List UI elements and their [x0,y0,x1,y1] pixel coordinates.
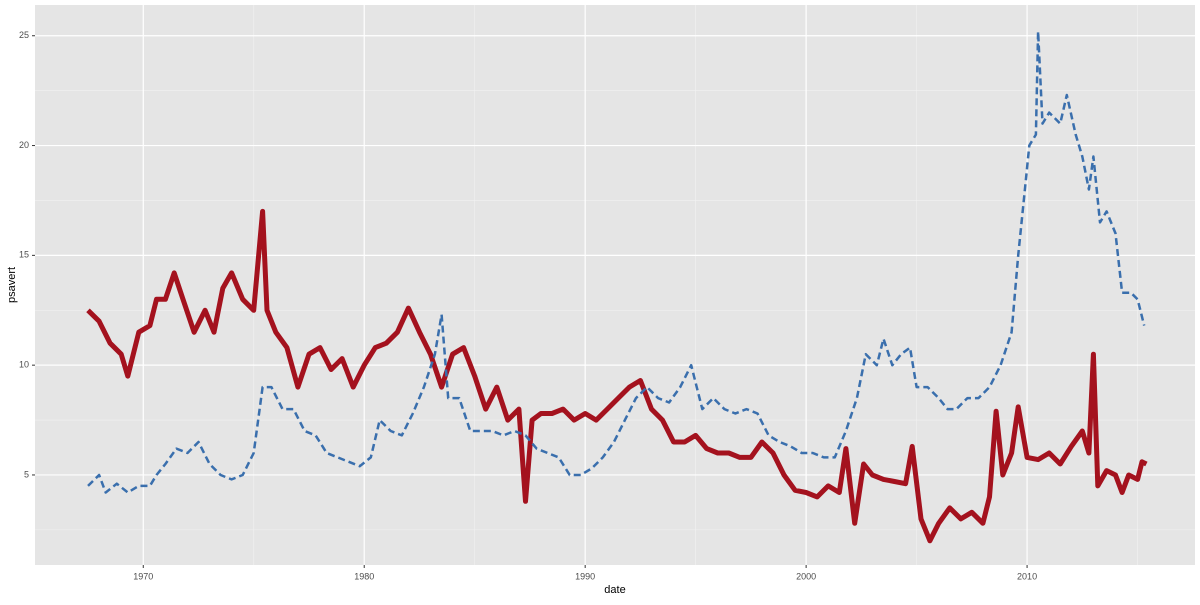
y-tick-label: 20 [19,140,29,150]
series-line [87,30,1146,494]
y-axis-title: psavert [6,267,18,303]
lines [86,30,1148,544]
x-tick-label: 2000 [796,571,816,581]
x-tick-label: 1980 [354,571,374,581]
x-tick-label: 1970 [133,571,153,581]
x-tick-label: 2010 [1017,571,1037,581]
panel [35,5,1195,565]
y-tick-label: 15 [19,250,29,260]
grid [35,5,1195,565]
x-axis-title: date [604,584,625,596]
axes: 1970 1980 1990 2000 2010 5 10 15 20 25 [19,30,1037,581]
y-tick-label: 25 [19,30,29,40]
y-tick-label: 5 [24,469,29,479]
y-tick-label: 10 [19,360,29,370]
x-tick-label: 1990 [575,571,595,581]
series-line [86,208,1148,544]
